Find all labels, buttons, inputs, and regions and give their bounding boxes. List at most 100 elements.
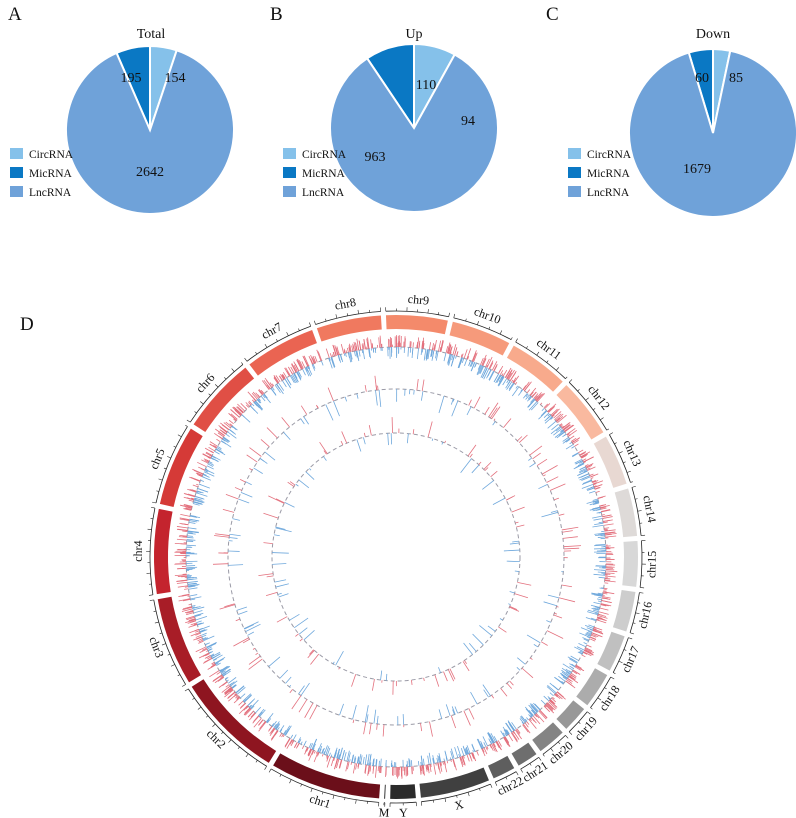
mark-chr10-micrna	[438, 395, 445, 414]
mark-chrX-lncrna	[421, 765, 424, 775]
mark-chr9-lncrna	[429, 342, 432, 350]
mark-chr6-lncrna	[257, 394, 261, 398]
mark-chr12-lncrna	[558, 431, 565, 436]
mark-chr16-lncrna	[593, 601, 601, 605]
chromosome-label-chr14: chr14	[640, 494, 659, 523]
mark-chrX-lncrna	[433, 758, 435, 764]
mark-chr8-lncrna	[345, 353, 347, 357]
mark-chr14-lncrna	[595, 506, 601, 509]
mark-chr12-lncrna	[571, 437, 577, 442]
mark-chr20-circrna	[463, 642, 473, 655]
mark-chr7-micrna	[315, 404, 319, 409]
mark-chr8-lncrna	[334, 345, 339, 356]
mark-chr11-micrna	[489, 407, 498, 419]
mark-chr10-lncrna	[480, 357, 484, 365]
mark-chr19-lncrna	[549, 692, 554, 697]
mark-chr8-circrna	[356, 439, 362, 452]
mark-chr4-lncrna	[187, 527, 197, 530]
mark-chr4-micrna	[212, 563, 229, 565]
mark-chr13-lncrna	[593, 483, 597, 486]
mark-chr2-lncrna	[212, 674, 223, 682]
mark-chr6-lncrna	[218, 425, 228, 433]
mark-chr12-lncrna	[547, 413, 551, 417]
scale-chr12	[568, 381, 608, 431]
mark-chrX-lncrna	[438, 753, 442, 763]
mark-chr1-lncrna	[307, 748, 311, 755]
mark-chr10-lncrna	[461, 353, 464, 358]
mark-chr9-lncrna	[422, 343, 425, 349]
mark-chrX-lncrna	[422, 758, 425, 766]
mark-chr7-lncrna	[296, 359, 303, 370]
mark-chr7-lncrna	[314, 356, 318, 363]
mark-chr12-micrna	[529, 462, 536, 468]
mark-chr11-lncrna	[506, 381, 513, 390]
mark-chr5-lncrna	[185, 507, 192, 510]
mark-chr22-lncrna	[491, 743, 496, 752]
mark-chr2-lncrna	[229, 689, 234, 693]
mark-chr13-lncrna	[575, 460, 583, 465]
mark-chrX-lncrna	[437, 762, 440, 770]
tick-chr11	[556, 367, 560, 371]
mark-chr13-lncrna	[585, 464, 589, 467]
mark-chr5-micrna	[232, 518, 240, 521]
mark-chr1-circrna	[380, 670, 383, 681]
mark-chr12-micrna	[528, 457, 532, 461]
mark-chr2-lncrna	[243, 705, 249, 711]
mark-chr3-lncrna	[212, 663, 216, 666]
mark-chr5-circrna	[275, 527, 292, 533]
chromosome-label-chr17: chr17	[619, 644, 643, 675]
tick-chr12	[585, 397, 589, 401]
mark-chr5-lncrna	[210, 457, 219, 462]
mark-chr9-lncrna	[407, 347, 409, 357]
mark-chr13-lncrna	[579, 468, 587, 473]
mark-chr6-lncrna	[261, 390, 265, 394]
mark-chr17-lncrna	[590, 636, 597, 640]
mark-chr2-lncrna	[233, 697, 241, 704]
mark-chr2-lncrna	[275, 725, 279, 730]
chromosome-label-chr12: chr12	[585, 382, 613, 412]
chromosome-label-chr16: chr16	[635, 600, 655, 630]
mark-chr22-lncrna	[490, 733, 496, 743]
mark-chr1-micrna	[309, 705, 318, 720]
mark-chrX-micrna	[429, 721, 433, 737]
mark-chr13-micrna	[553, 497, 560, 501]
mark-chr4-lncrna	[179, 517, 190, 521]
mark-chr14-lncrna	[601, 509, 611, 513]
mark-chr22-lncrna	[493, 736, 498, 742]
mark-chr14-lncrna	[594, 532, 605, 535]
mark-chr13-micrna	[546, 476, 559, 483]
tick-chr3	[153, 610, 157, 612]
mark-chr7-lncrna	[294, 363, 300, 371]
mark-chr3-lncrna	[195, 634, 202, 638]
ideogram-chr2	[191, 679, 277, 763]
legend-c-swatch-micrna	[568, 167, 581, 178]
tick-chr10	[453, 313, 455, 318]
pie-c-slice-lncrna	[628, 49, 796, 218]
mark-chr13-lncrna	[581, 476, 591, 481]
mark-chr11-lncrna	[498, 376, 504, 385]
mark-chr6-micrna	[246, 454, 258, 463]
mark-chr8-lncrna	[348, 347, 351, 353]
mark-chrX-lncrna	[432, 758, 435, 764]
mark-chr5-lncrna	[184, 493, 195, 498]
mark-chr21-lncrna	[503, 737, 510, 747]
mark-chr20-lncrna	[531, 709, 536, 715]
mark-chr10-lncrna	[461, 358, 465, 364]
mark-chrX-lncrna	[461, 756, 465, 762]
mark-chr11-lncrna	[498, 365, 504, 374]
mark-chr8-lncrna	[349, 352, 353, 363]
mark-chr14-lncrna	[600, 507, 607, 510]
mark-chr18-lncrna	[569, 663, 576, 668]
mark-chr18-lncrna	[565, 671, 571, 675]
mark-chr1-lncrna	[317, 752, 320, 756]
mark-chr11-lncrna	[508, 382, 514, 390]
mark-chr5-lncrna	[204, 459, 209, 463]
mark-chr17-lncrna	[584, 649, 592, 654]
mark-chr7-lncrna	[269, 382, 274, 388]
mark-chr16-lncrna	[601, 600, 612, 604]
mark-chr2-lncrna	[247, 701, 252, 707]
mark-chr18-lncrna	[566, 679, 573, 684]
mark-chr9-lncrna	[420, 348, 423, 355]
mark-chr7-lncrna	[286, 370, 290, 377]
